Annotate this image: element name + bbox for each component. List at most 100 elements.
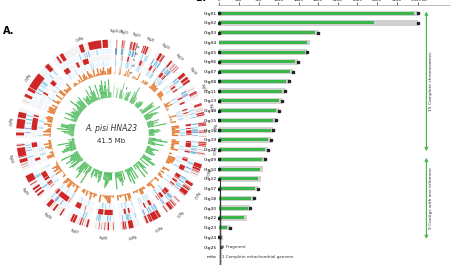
Polygon shape [135, 103, 138, 106]
Polygon shape [90, 96, 94, 102]
Polygon shape [167, 158, 174, 162]
Polygon shape [138, 161, 146, 169]
Polygon shape [197, 152, 205, 154]
Polygon shape [171, 66, 177, 72]
Polygon shape [104, 195, 106, 198]
Polygon shape [70, 153, 79, 159]
Polygon shape [124, 208, 126, 214]
Polygon shape [21, 162, 28, 165]
Polygon shape [68, 130, 74, 132]
Polygon shape [85, 76, 88, 80]
Polygon shape [198, 149, 205, 151]
Polygon shape [48, 125, 52, 127]
Text: e: e [130, 71, 132, 75]
Polygon shape [149, 131, 158, 133]
Polygon shape [71, 119, 77, 122]
Polygon shape [78, 79, 81, 83]
Polygon shape [121, 98, 122, 99]
Polygon shape [34, 114, 39, 117]
Polygon shape [93, 90, 98, 100]
Polygon shape [119, 171, 124, 186]
Polygon shape [168, 114, 169, 116]
Polygon shape [144, 47, 149, 55]
Polygon shape [70, 134, 74, 135]
Polygon shape [173, 89, 178, 93]
Polygon shape [128, 193, 132, 199]
Polygon shape [151, 180, 153, 182]
Polygon shape [35, 157, 41, 161]
Polygon shape [159, 55, 164, 62]
Bar [219, 177, 258, 180]
Polygon shape [69, 180, 71, 182]
Polygon shape [65, 89, 69, 93]
Bar [219, 41, 308, 44]
Polygon shape [110, 92, 111, 97]
Polygon shape [119, 62, 122, 67]
Polygon shape [118, 172, 121, 182]
Polygon shape [48, 108, 56, 112]
Polygon shape [171, 199, 176, 205]
Polygon shape [125, 62, 133, 69]
Polygon shape [84, 205, 87, 211]
Polygon shape [184, 183, 191, 188]
Polygon shape [142, 156, 155, 165]
Polygon shape [172, 129, 175, 130]
Polygon shape [148, 123, 166, 128]
Polygon shape [158, 72, 162, 77]
Polygon shape [192, 168, 200, 172]
Polygon shape [115, 172, 118, 189]
Polygon shape [98, 209, 104, 215]
Polygon shape [67, 212, 91, 228]
Polygon shape [33, 184, 40, 190]
Polygon shape [183, 112, 189, 114]
Polygon shape [149, 134, 155, 135]
Polygon shape [119, 72, 120, 75]
Polygon shape [127, 56, 129, 62]
Polygon shape [179, 102, 185, 105]
Polygon shape [66, 180, 73, 187]
Polygon shape [147, 200, 152, 206]
Polygon shape [71, 116, 77, 120]
Bar [219, 127, 273, 133]
Polygon shape [85, 90, 93, 103]
Polygon shape [185, 123, 191, 136]
Polygon shape [90, 58, 91, 63]
Polygon shape [171, 145, 174, 147]
Polygon shape [61, 100, 62, 101]
Bar [219, 216, 245, 220]
Polygon shape [145, 82, 147, 85]
Polygon shape [130, 97, 133, 103]
Polygon shape [133, 78, 134, 79]
Polygon shape [74, 186, 79, 193]
Polygon shape [76, 102, 84, 110]
Polygon shape [155, 186, 170, 200]
Polygon shape [89, 192, 93, 200]
Polygon shape [50, 192, 70, 210]
Polygon shape [128, 168, 131, 172]
Polygon shape [127, 91, 131, 101]
Bar [219, 109, 276, 112]
Polygon shape [137, 102, 144, 108]
Polygon shape [78, 97, 87, 107]
Polygon shape [72, 182, 74, 185]
Polygon shape [110, 67, 111, 75]
Polygon shape [88, 167, 92, 173]
Polygon shape [88, 40, 102, 50]
Text: Ctg09: Ctg09 [127, 234, 137, 239]
Polygon shape [124, 92, 128, 100]
Polygon shape [163, 205, 168, 212]
Polygon shape [68, 88, 71, 91]
Polygon shape [19, 158, 28, 163]
Polygon shape [156, 91, 162, 96]
Polygon shape [44, 143, 52, 145]
Polygon shape [128, 50, 136, 57]
Polygon shape [66, 61, 111, 81]
Polygon shape [100, 98, 101, 99]
Polygon shape [124, 221, 127, 229]
Polygon shape [123, 194, 124, 196]
Polygon shape [157, 173, 163, 178]
Polygon shape [27, 87, 36, 94]
Polygon shape [149, 182, 155, 189]
Polygon shape [164, 169, 176, 183]
Text: Ctg21: Ctg21 [146, 36, 156, 43]
